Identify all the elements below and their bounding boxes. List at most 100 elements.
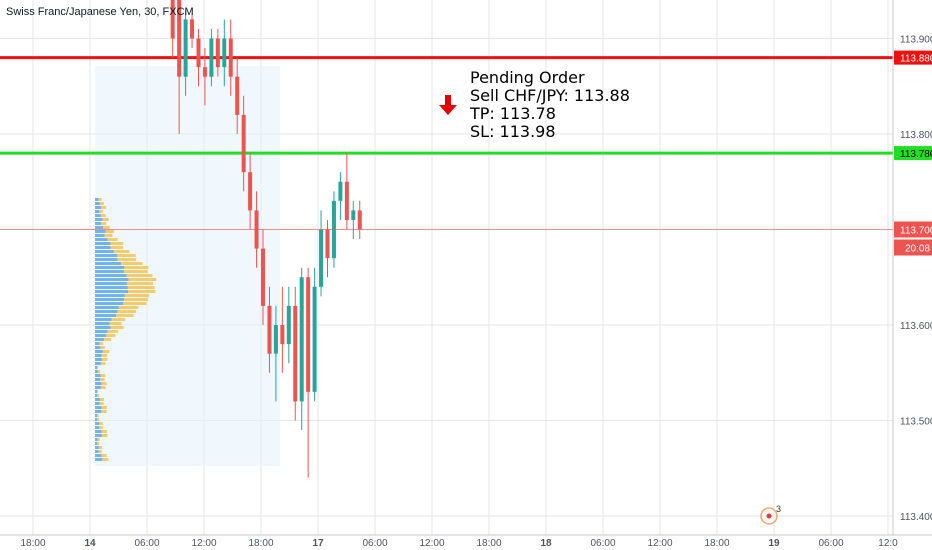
volume-bar <box>117 310 136 313</box>
volume-bar <box>127 286 155 289</box>
volume-bar <box>95 302 124 305</box>
volume-bar <box>110 246 124 249</box>
volume-bar <box>95 326 111 329</box>
volume-bar <box>95 362 101 365</box>
pending-order-annotation: Pending Order Sell CHF/JPY: 113.88 TP: 1… <box>470 69 630 141</box>
volume-bar <box>95 298 125 301</box>
candle-body <box>306 277 311 392</box>
countdown-label: 20:08 <box>905 244 930 255</box>
volume-bar <box>101 222 107 225</box>
volume-bar <box>117 254 136 257</box>
volume-bar <box>95 322 110 325</box>
volume-bar <box>117 258 137 261</box>
volume-bar <box>95 286 128 289</box>
volume-bar <box>128 278 157 281</box>
volume-bar <box>103 338 112 341</box>
volume-bar <box>101 430 107 433</box>
candle-body <box>183 19 188 77</box>
time-tick-label: 06:00 <box>134 538 159 549</box>
volume-bar <box>100 386 106 389</box>
volume-bar <box>95 290 129 293</box>
volume-bar <box>95 390 97 393</box>
volume-bar <box>95 234 105 237</box>
volume-bar <box>95 214 101 217</box>
time-tick-label: 17 <box>312 538 324 549</box>
volume-bar <box>107 238 118 241</box>
candle-body <box>280 325 285 345</box>
volume-bar <box>95 274 127 277</box>
volume-bar <box>95 358 102 361</box>
volume-bar <box>95 330 108 333</box>
volume-bar <box>95 314 117 317</box>
price-tick-label: 113.600 <box>900 321 932 332</box>
volume-bar <box>97 418 100 421</box>
volume-bar <box>98 446 103 449</box>
price-tick-label: 113.900 <box>900 35 932 46</box>
time-tick-label: 06:00 <box>590 538 615 549</box>
time-tick-label: 12:00 <box>419 538 444 549</box>
volume-bar <box>99 402 104 405</box>
volume-bar <box>95 254 118 257</box>
volume-bar <box>95 338 104 341</box>
volume-bar <box>97 370 101 373</box>
time-tick-label: 12:00 <box>647 538 672 549</box>
volume-bar <box>95 374 101 377</box>
volume-bar <box>101 454 107 457</box>
volume-bar <box>102 458 109 461</box>
volume-bar <box>95 238 108 241</box>
volume-bar <box>95 346 101 349</box>
price-tick-label: 113.800 <box>900 130 932 141</box>
event-marker-icon <box>760 507 778 525</box>
volume-bar <box>101 358 108 361</box>
candle-body <box>215 38 220 68</box>
volume-bar <box>95 310 118 313</box>
countdown-tag <box>894 239 932 256</box>
volume-bar <box>95 430 102 433</box>
time-tick-label: 18:00 <box>704 538 729 549</box>
volume-bar <box>100 374 106 377</box>
level-price-tag <box>894 146 932 161</box>
volume-bar <box>126 282 153 285</box>
candle-body <box>235 76 240 115</box>
candle-body <box>202 67 207 77</box>
volume-bar <box>95 446 99 449</box>
volume-bar <box>97 390 98 393</box>
level-price-label: 113.780 <box>900 149 932 160</box>
candle-body <box>190 19 195 39</box>
volume-bar <box>99 398 104 401</box>
volume-bar <box>95 378 101 381</box>
volume-bar <box>95 410 102 413</box>
volume-bar <box>111 318 126 321</box>
volume-bar <box>95 414 98 417</box>
sell-arrow-icon <box>439 95 457 115</box>
candle-body <box>248 172 253 211</box>
level-price-tag <box>894 50 932 65</box>
volume-bar <box>95 426 100 429</box>
volume-bar <box>95 258 118 261</box>
volume-bar <box>101 382 107 385</box>
level-price-label: 113.880 <box>900 54 932 65</box>
volume-bar <box>99 202 104 205</box>
volume-bar <box>100 362 106 365</box>
candle-body <box>299 277 304 402</box>
volume-bar <box>95 218 103 221</box>
volume-bar <box>110 326 124 329</box>
volume-bar <box>128 290 156 293</box>
volume-bar <box>101 206 107 209</box>
annotation-title: Pending Order <box>470 68 585 87</box>
event-marker-dot <box>766 513 772 519</box>
volume-bar <box>102 350 110 353</box>
volume-bar <box>95 198 99 201</box>
price-tick-label: 113.400 <box>900 512 932 523</box>
time-tick-label: 06:00 <box>818 538 843 549</box>
candle-body <box>170 0 175 39</box>
candle-body <box>228 38 233 77</box>
candle-body <box>338 181 343 201</box>
volume-bar <box>97 442 100 445</box>
volume-bar <box>97 438 100 441</box>
volume-bar <box>123 302 147 305</box>
volume-bar <box>95 422 100 425</box>
volume-bar <box>101 354 108 357</box>
volume-bar <box>95 438 98 441</box>
